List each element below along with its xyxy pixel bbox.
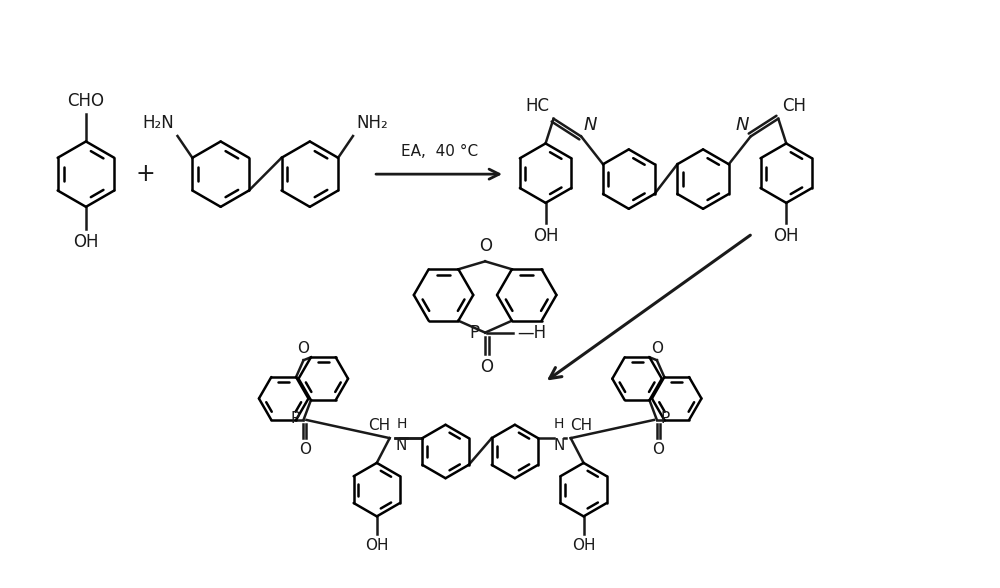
Text: HC: HC	[526, 96, 550, 115]
Text: O: O	[299, 442, 311, 457]
Text: P: P	[290, 412, 300, 426]
Text: H: H	[396, 417, 407, 431]
Text: N: N	[735, 115, 749, 133]
Text: H: H	[554, 417, 564, 431]
Text: NH₂: NH₂	[356, 114, 388, 132]
Text: +: +	[136, 162, 155, 186]
Text: CH: CH	[570, 418, 592, 433]
Text: CH: CH	[782, 96, 806, 115]
Text: OH: OH	[73, 233, 99, 250]
Text: N: N	[553, 438, 565, 453]
Text: P: P	[469, 323, 479, 342]
Text: OH: OH	[365, 538, 389, 553]
Text: N: N	[583, 115, 597, 133]
Text: O: O	[651, 341, 663, 356]
Text: O: O	[480, 358, 493, 376]
Text: O: O	[479, 238, 492, 255]
Text: N: N	[396, 438, 407, 453]
Text: O: O	[297, 341, 309, 356]
Text: H₂N: H₂N	[143, 114, 175, 132]
Text: EA,  40 °C: EA, 40 °C	[401, 144, 478, 159]
Text: O: O	[652, 442, 664, 457]
Text: CH: CH	[369, 418, 391, 433]
Text: CHO: CHO	[67, 92, 104, 110]
Text: OH: OH	[533, 226, 558, 245]
Text: OH: OH	[774, 226, 799, 245]
Text: P: P	[661, 412, 670, 426]
Text: OH: OH	[572, 538, 595, 553]
Text: —H: —H	[517, 323, 546, 342]
